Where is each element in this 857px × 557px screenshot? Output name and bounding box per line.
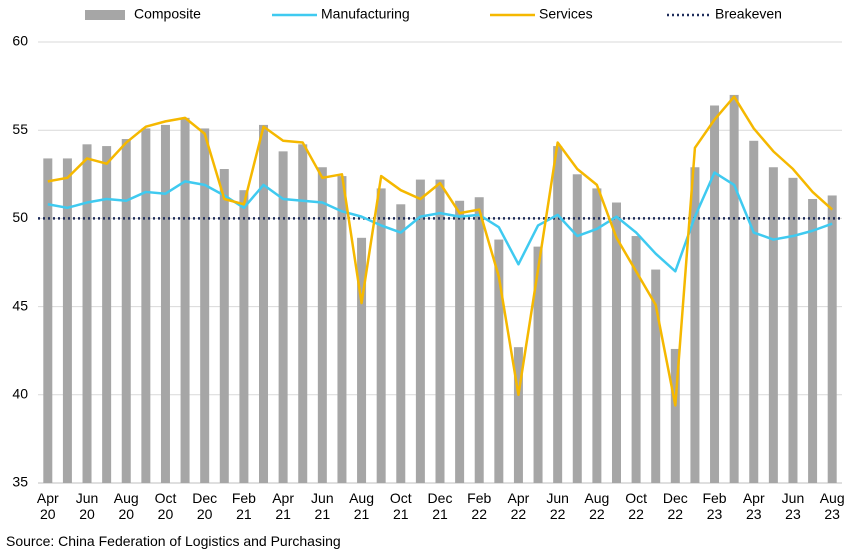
bar xyxy=(533,246,543,483)
bar xyxy=(317,167,327,483)
bar xyxy=(768,167,778,483)
bar xyxy=(259,124,269,484)
bar xyxy=(239,190,249,483)
legend-label: Manufacturing xyxy=(321,6,410,22)
bar xyxy=(494,239,504,483)
bar xyxy=(670,348,680,483)
bar xyxy=(82,144,92,483)
bar xyxy=(200,128,210,483)
legend-label: Breakeven xyxy=(715,6,782,22)
bar xyxy=(788,177,798,483)
line xyxy=(47,171,833,273)
x-tick-label: Jun 21 xyxy=(311,490,334,522)
x-tick-label: Apr 20 xyxy=(36,490,59,522)
bar xyxy=(513,347,523,483)
line xyxy=(47,95,834,407)
x-tick-label: Oct 22 xyxy=(625,490,647,522)
bar xyxy=(611,202,621,484)
y-tick-label: 60 xyxy=(12,33,28,49)
bar xyxy=(435,179,445,484)
bar xyxy=(180,117,190,484)
y-tick-label: 55 xyxy=(12,121,28,137)
bar xyxy=(690,167,700,483)
x-tick-label: Feb 22 xyxy=(467,490,492,522)
bar xyxy=(572,174,582,484)
x-tick-label: Jun 23 xyxy=(781,490,805,522)
bar xyxy=(592,188,602,484)
x-tick-label: Apr 22 xyxy=(507,490,530,522)
bar xyxy=(729,94,739,484)
legend-label: Services xyxy=(539,6,593,22)
bar xyxy=(749,140,759,483)
bar xyxy=(141,128,151,483)
bar xyxy=(455,200,465,483)
bar xyxy=(553,146,563,484)
x-tick-label: Dec 22 xyxy=(662,490,688,522)
x-tick-label: Aug 23 xyxy=(819,490,845,522)
x-tick-label: Aug 22 xyxy=(584,490,610,522)
x-tick-label: Jun 20 xyxy=(75,490,99,522)
bar xyxy=(357,237,367,483)
bar xyxy=(62,158,72,483)
bar xyxy=(631,236,641,483)
source: Source: China Federation of Logistics an… xyxy=(6,533,341,549)
bar xyxy=(278,151,288,484)
bar xyxy=(651,269,661,483)
bar xyxy=(219,169,229,483)
bar xyxy=(337,176,347,483)
x-tick-label: Dec 21 xyxy=(427,490,453,522)
x-tick-label: Dec 20 xyxy=(192,490,218,522)
y-tick-label: 35 xyxy=(12,474,28,490)
y-tick-label: 45 xyxy=(12,297,28,313)
bar xyxy=(827,195,837,483)
x-tick-label: Apr 21 xyxy=(272,490,294,522)
x-tick-label: Feb 21 xyxy=(231,490,256,522)
x-tick-label: Feb 23 xyxy=(702,490,727,522)
bar xyxy=(102,146,112,484)
bar xyxy=(121,139,131,483)
x-tick-label: Aug 20 xyxy=(113,490,139,522)
bar xyxy=(474,197,484,483)
bar xyxy=(298,144,308,483)
x-tick-label: Aug 21 xyxy=(349,490,374,522)
bar xyxy=(376,188,386,484)
bar xyxy=(415,179,425,484)
bar xyxy=(710,105,720,483)
bar xyxy=(396,204,406,483)
x-tick-label: Oct 21 xyxy=(389,490,412,522)
x-tick-label: Jun 22 xyxy=(546,490,569,522)
bar xyxy=(43,158,53,483)
x-tick-label: Oct 20 xyxy=(154,490,177,522)
legend-swatch xyxy=(85,10,125,20)
y-tick-label: 40 xyxy=(12,386,28,402)
bar xyxy=(808,198,818,483)
x-tick-label: Apr 23 xyxy=(742,490,765,522)
y-tick-label: 50 xyxy=(12,209,28,225)
bar xyxy=(160,124,170,484)
legend-label: Composite xyxy=(134,6,201,22)
